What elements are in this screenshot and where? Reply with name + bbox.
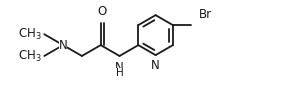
Text: CH$_3$: CH$_3$ <box>18 48 41 64</box>
Text: Br: Br <box>199 8 212 21</box>
Text: CH: CH <box>24 28 41 41</box>
Text: H: H <box>116 68 124 78</box>
Text: N: N <box>151 59 160 72</box>
Text: CH$_3$: CH$_3$ <box>18 27 41 42</box>
Text: N: N <box>59 39 67 52</box>
Text: N: N <box>115 61 124 74</box>
Text: O: O <box>98 5 107 19</box>
